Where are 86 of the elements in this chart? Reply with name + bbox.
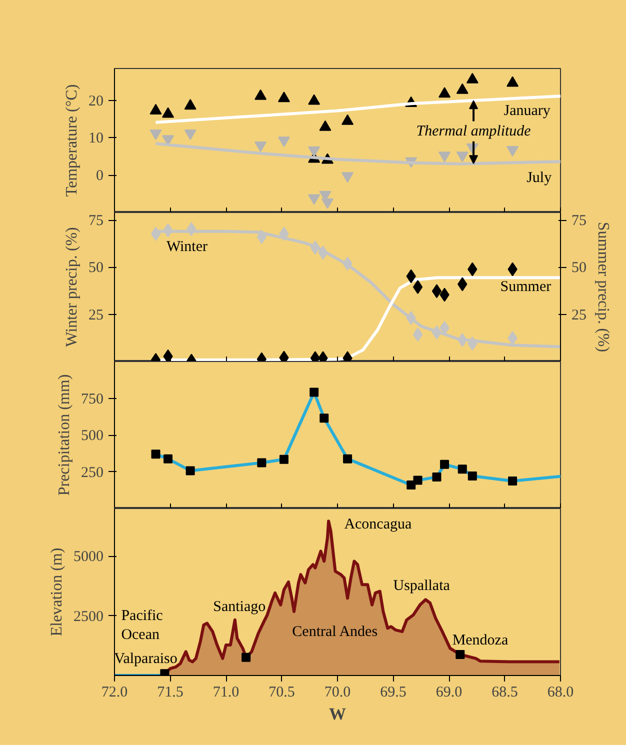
x-tick-label: 70.0	[324, 684, 351, 700]
y-tick-label: 10	[88, 130, 104, 147]
point	[186, 466, 195, 476]
x-tick-label: 69.0	[436, 684, 462, 700]
annotation: Winter	[166, 239, 208, 256]
point	[456, 152, 468, 162]
point	[508, 476, 518, 486]
point	[342, 172, 354, 183]
annotation: Central Andes	[292, 624, 378, 640]
y2-tick-label: 75	[572, 213, 586, 230]
point	[458, 333, 468, 347]
y-tick-label: 750	[81, 391, 104, 408]
annotation: Thermal amplitude	[416, 123, 532, 140]
point	[254, 89, 267, 100]
x-tick-label: 68.5	[492, 684, 518, 700]
y-tick-label: 500	[81, 428, 104, 444]
x-tick-label: 71.0	[212, 684, 240, 700]
point	[343, 454, 352, 464]
annotation: Mendoza	[452, 632, 508, 649]
point	[342, 114, 354, 125]
point	[406, 480, 416, 490]
point	[254, 142, 267, 152]
y-axis-title: Temperature (°C)	[64, 84, 80, 197]
point	[432, 325, 442, 340]
point	[308, 94, 320, 105]
y2-tick-label: 25	[572, 307, 586, 324]
point	[308, 146, 320, 157]
x-tick-label: 70.5	[268, 684, 295, 700]
y-tick-label: 0	[96, 168, 104, 184]
point	[438, 87, 451, 98]
y2-axis-title: Summer precip. (%)	[594, 222, 612, 352]
point	[310, 240, 320, 255]
y-axis-title: Precipitation (mm)	[56, 374, 73, 496]
point	[438, 152, 451, 162]
point	[151, 450, 160, 459]
y2-tick-label: 50	[572, 260, 586, 276]
annotation: Santiago	[213, 599, 266, 616]
point	[320, 414, 329, 423]
point	[432, 472, 442, 482]
point	[278, 136, 290, 148]
y-axis-title: Elevation (m)	[48, 548, 66, 636]
point	[412, 280, 423, 294]
annotation: Pacific Ocean	[121, 608, 164, 643]
point	[440, 460, 450, 469]
point	[162, 107, 174, 118]
point	[456, 83, 468, 94]
line-series	[154, 94, 560, 124]
annotation: Summer	[500, 279, 552, 295]
point	[506, 146, 519, 157]
y-tick-label: 5000	[74, 549, 104, 566]
y-tick-label: 250	[81, 464, 104, 481]
point	[412, 328, 423, 342]
point	[256, 230, 267, 244]
point	[310, 388, 319, 397]
point	[163, 349, 173, 361]
point	[257, 458, 266, 468]
x-tick-label: 68.0	[547, 684, 574, 700]
y-tick-label: 2500	[74, 608, 104, 625]
point	[413, 476, 422, 485]
point	[506, 76, 519, 87]
point	[468, 472, 477, 481]
x-tick-label: 71.5	[157, 684, 184, 700]
x-tick-label: 69.5	[380, 684, 406, 700]
annotation: January	[504, 102, 551, 119]
point	[466, 72, 478, 84]
y-axis-title: Winter precip. (%)	[64, 227, 80, 347]
annotation: Valparaiso	[114, 650, 178, 667]
point	[321, 198, 334, 209]
point	[308, 194, 320, 205]
y-tick-label: 50	[88, 260, 104, 276]
point	[279, 454, 288, 464]
point	[184, 99, 196, 110]
x-axis-title: W	[329, 704, 346, 724]
point	[458, 464, 467, 474]
point	[432, 284, 442, 298]
y-tick-label: 20	[88, 93, 104, 110]
point	[164, 454, 173, 464]
annotation: July	[526, 170, 552, 186]
point	[150, 226, 161, 241]
point	[278, 92, 290, 102]
y-tick-label: 75	[88, 213, 104, 230]
annotation: Aconcagua	[344, 516, 412, 532]
y-tick-label: 25	[88, 307, 104, 324]
point	[150, 104, 162, 114]
annotation: Uspallata	[393, 578, 450, 594]
x-tick-label: 72.0	[101, 684, 128, 700]
